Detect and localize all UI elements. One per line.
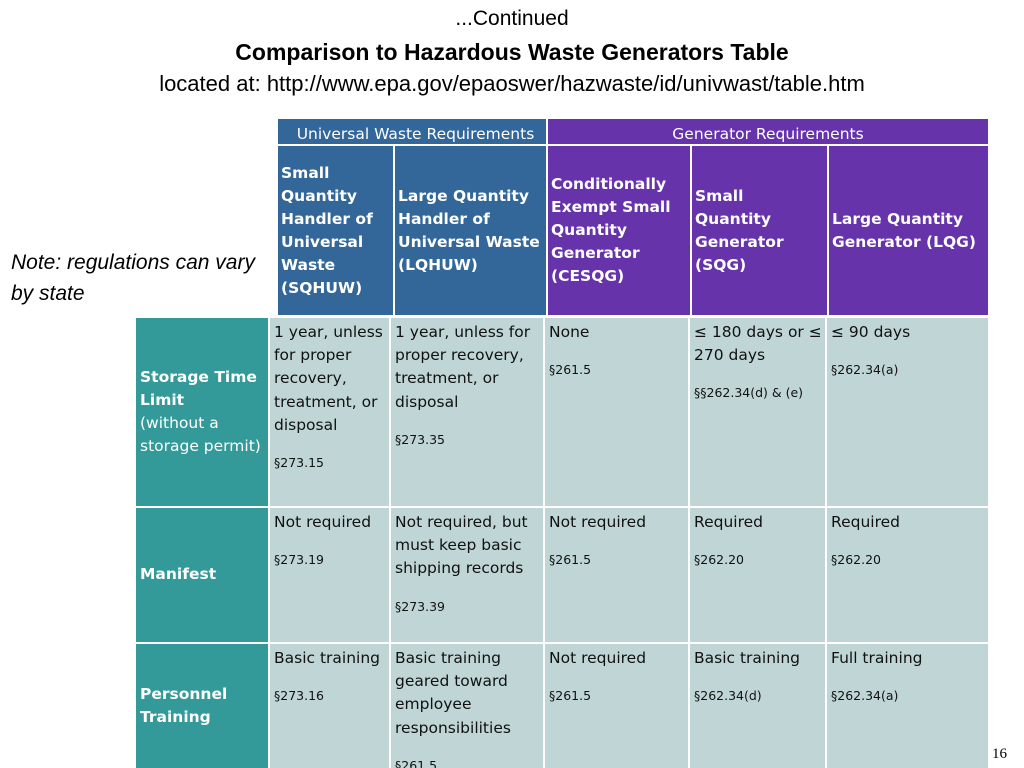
regulation-citation: §261.5 xyxy=(549,362,592,378)
regulation-citation: §262.20 xyxy=(694,552,744,568)
cell-text: Not required xyxy=(549,649,647,667)
page-number: 16 xyxy=(992,746,1007,762)
column-header-label: Small Quantity Generator (SQG) xyxy=(695,186,784,274)
row-header-label: Manifest xyxy=(140,565,217,584)
column-header: Small Quantity Handler of Universal Wast… xyxy=(278,146,393,315)
continued-label: ...Continued xyxy=(455,7,569,30)
category-universal-waste: Universal Waste Requirements xyxy=(278,119,546,144)
cell-text: Basic training xyxy=(694,649,801,667)
table-cell: ≤ 90 days §262.34(a) xyxy=(827,318,988,506)
column-header-label: Small Quantity Handler of Universal Wast… xyxy=(281,163,373,297)
regulation-citation: §261.5 xyxy=(549,688,592,704)
regulation-citation: §273.16 xyxy=(274,688,324,704)
state-regulation-note: Note: regulations can vary by state xyxy=(11,251,255,305)
row-header-label: Personnel Training xyxy=(140,684,228,726)
table-cell: Not required §261.5 xyxy=(545,508,688,642)
cell-text: 1 year, unless for proper recovery, trea… xyxy=(395,323,531,411)
table-cell: None §261.5 xyxy=(545,318,688,506)
table-cell: Not required §261.5 xyxy=(545,644,688,768)
source-location: located at: http://www.epa.gov/epaoswer/… xyxy=(159,71,865,96)
row-header: Storage Time Limit (without a storage per… xyxy=(136,318,268,506)
regulation-citation: §262.34(a) xyxy=(831,362,899,378)
regulation-citation: §273.39 xyxy=(395,598,445,614)
cell-text: ≤ 180 days or ≤ 270 days xyxy=(694,323,822,365)
column-header: Conditionally Exempt Small Quantity Gene… xyxy=(548,146,690,315)
regulation-citation: §261.5 xyxy=(395,757,438,768)
regulation-citation: §262.34(a) xyxy=(831,688,899,704)
table-cell: Not required, but must keep basic shippi… xyxy=(391,508,543,642)
cell-text: Not required, but must keep basic shippi… xyxy=(395,513,528,578)
column-header: Large Quantity Generator (LQG) xyxy=(829,146,988,315)
regulation-citation: §262.34(d) xyxy=(694,688,762,704)
regulation-citation: §273.35 xyxy=(395,431,445,447)
cell-text: ≤ 90 days xyxy=(831,323,911,341)
column-header-label: Large Quantity Generator (LQG) xyxy=(832,209,976,251)
table-cell: Required §262.20 xyxy=(827,508,988,642)
table-cell: Not required §273.19 xyxy=(270,508,389,642)
table-cell: Basic training geared toward employee re… xyxy=(391,644,543,768)
table-cell: Full training §262.34(a) xyxy=(827,644,988,768)
table-cell: ≤ 180 days or ≤ 270 days §§262.34(d) & (e… xyxy=(690,318,825,506)
column-header: Large Quantity Handler of Universal Wast… xyxy=(395,146,546,315)
table-cell: Basic training §262.34(d) xyxy=(690,644,825,768)
row-header: Manifest xyxy=(136,508,268,642)
cell-text: Required xyxy=(694,513,763,531)
regulation-citation: §§262.34(d) & (e) xyxy=(694,385,804,401)
regulation-citation: §273.15 xyxy=(274,455,324,471)
regulation-citation: §261.5 xyxy=(549,552,592,568)
column-header-label: Conditionally Exempt Small Quantity Gene… xyxy=(551,175,671,285)
table-cell: 1 year, unless for proper recovery, trea… xyxy=(270,318,389,506)
cell-text: Basic training geared toward employee re… xyxy=(395,649,511,737)
cell-text: Basic training xyxy=(274,649,381,667)
row-header: Personnel Training xyxy=(136,644,268,768)
page-title: Comparison to Hazardous Waste Generators… xyxy=(235,39,789,65)
row-header-label: Storage Time Limit xyxy=(140,367,257,409)
table-cell: 1 year, unless for proper recovery, trea… xyxy=(391,318,543,506)
cell-text: 1 year, unless for proper recovery, trea… xyxy=(274,323,383,434)
category-generator: Generator Requirements xyxy=(548,119,988,144)
table-cell: Required §262.20 xyxy=(690,508,825,642)
regulation-citation: §273.19 xyxy=(274,552,324,568)
cell-text: None xyxy=(549,323,590,341)
cell-text: Not required xyxy=(274,513,372,531)
regulation-citation: §262.20 xyxy=(831,552,881,568)
cell-text: Full training xyxy=(831,649,923,667)
table-cell: Basic training §273.16 xyxy=(270,644,389,768)
row-header-sublabel: (without a storage permit) xyxy=(140,414,261,456)
cell-text: Required xyxy=(831,513,900,531)
column-header-label: Large Quantity Handler of Universal Wast… xyxy=(398,186,540,274)
column-header: Small Quantity Generator (SQG) xyxy=(692,146,827,315)
cell-text: Not required xyxy=(549,513,647,531)
